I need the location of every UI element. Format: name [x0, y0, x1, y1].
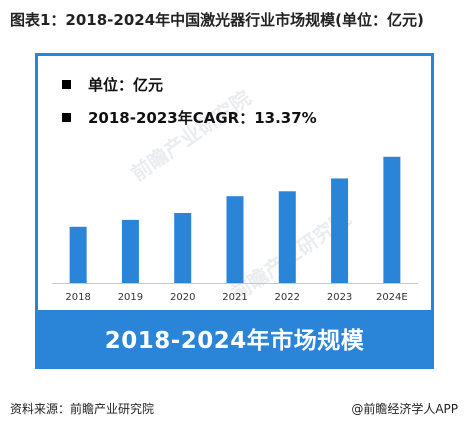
- x-tick-label: 2020: [170, 292, 195, 303]
- legend-notes: 单位：亿元 2018-2023年CAGR：13.37%: [62, 72, 317, 138]
- chart-title: 图表1：2018-2024年中国激光器行业市场规模(单位：亿元): [10, 11, 424, 29]
- x-tick-label: 2022: [275, 292, 300, 303]
- bullet-square-icon: [62, 79, 71, 89]
- bar-2022: [278, 191, 296, 283]
- x-tick-label: 2021: [222, 292, 247, 303]
- x-tick-label: 2019: [118, 292, 143, 303]
- x-tick-label: 2018: [65, 292, 90, 303]
- x-tick-label: 2023: [327, 292, 352, 303]
- bar-2019: [121, 219, 139, 283]
- bar-2018: [69, 226, 87, 283]
- x-tick-label: 2024E: [376, 292, 408, 303]
- bar-2024E: [383, 156, 401, 283]
- cagr-note-text: 2018-2023年CAGR：13.37%: [88, 108, 317, 127]
- source-note: 资料来源：前瞻产业研究院: [10, 402, 155, 416]
- banner: 2018-2024年市场规模: [38, 310, 431, 366]
- unit-note: 单位：亿元: [62, 72, 317, 96]
- unit-note-text: 单位：亿元: [88, 75, 164, 94]
- bar-2021: [226, 196, 244, 283]
- bar-2020: [174, 212, 192, 283]
- cagr-note: 2018-2023年CAGR：13.37%: [62, 105, 317, 129]
- bullet-square-icon: [62, 112, 71, 122]
- bar-2023: [331, 178, 349, 283]
- brand-note: @前瞻经济学人APP: [351, 402, 458, 416]
